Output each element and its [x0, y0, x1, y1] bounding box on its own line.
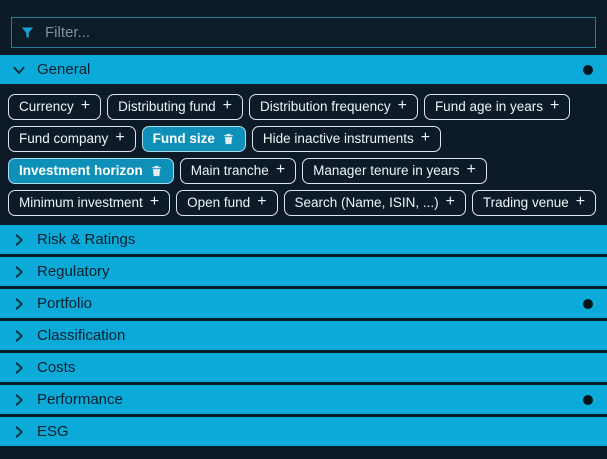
chip-label: Fund company — [19, 131, 109, 147]
filter-chip[interactable]: Open fund + — [176, 190, 278, 216]
add-icon: + — [80, 97, 91, 114]
chevron-icon — [15, 361, 23, 374]
filter-chip[interactable]: Fund size + — [141, 126, 246, 152]
chip-label: Hide inactive instruments — [262, 131, 414, 147]
filter-input-wrapper — [11, 17, 596, 48]
chip-label: Manager tenure in years — [313, 163, 460, 179]
section-label: Costs — [37, 359, 76, 376]
active-filters-dot — [583, 394, 593, 405]
section-label: Classification — [37, 327, 126, 344]
section: Portfolio — [0, 289, 607, 318]
add-icon: + — [420, 129, 431, 146]
add-icon: + — [275, 161, 286, 178]
chip-label: Distribution frequency — [260, 99, 391, 115]
chip-label: Investment horizon — [19, 163, 143, 179]
section: General Currency + Distributing fund + D… — [0, 55, 607, 225]
section: Risk & Ratings — [0, 225, 607, 254]
section: Costs — [0, 353, 607, 382]
section: ESG — [0, 417, 607, 446]
section-header-classification[interactable]: Classification — [0, 321, 607, 350]
chevron-icon — [15, 297, 23, 310]
filter-chip[interactable]: Distribution frequency + — [249, 94, 418, 120]
section-label: ESG — [37, 423, 69, 440]
add-icon: + — [445, 193, 455, 210]
chevron-icon — [15, 393, 23, 406]
add-icon: + — [575, 193, 586, 210]
section: Performance — [0, 385, 607, 414]
chip-label: Minimum investment — [19, 195, 143, 211]
section-header-regulatory[interactable]: Regulatory — [0, 257, 607, 286]
section-header-general[interactable]: General — [0, 55, 607, 84]
section-header-portfolio[interactable]: Portfolio — [0, 289, 607, 318]
chip-label: Fund age in years — [434, 99, 544, 115]
filter-funnel-icon — [21, 27, 34, 39]
chevron-icon — [15, 329, 23, 342]
section-header-costs[interactable]: Costs — [0, 353, 607, 382]
chip-label: Search (Name, ISIN, ...) — [294, 195, 439, 211]
section-label: Risk & Ratings — [37, 231, 136, 248]
chip-label: Distributing fund — [118, 99, 216, 115]
add-icon: + — [466, 161, 476, 178]
sections-list: General Currency + Distributing fund + D… — [0, 55, 607, 446]
chevron-icon — [13, 66, 25, 74]
filter-chip[interactable]: Fund age in years + — [423, 94, 571, 120]
trash-icon — [223, 133, 234, 145]
chip-label: Currency — [19, 99, 74, 115]
chip-label: Main tranche — [190, 163, 269, 179]
section-label: Regulatory — [37, 263, 110, 280]
filter-chip[interactable]: Trading venue + — [471, 190, 597, 216]
filter-chip[interactable]: Fund company + — [8, 126, 136, 152]
filter-chip[interactable]: Currency + — [8, 94, 102, 120]
section-label: General — [37, 61, 91, 78]
section-header-risk-ratings[interactable]: Risk & Ratings — [0, 225, 607, 254]
filter-chip[interactable]: Distributing fund + — [107, 94, 244, 120]
chip-label: Fund size — [152, 131, 215, 147]
chip-label: Trading venue — [482, 195, 569, 211]
chevron-icon — [15, 425, 23, 438]
active-filters-dot — [583, 64, 593, 75]
chevron-icon — [15, 233, 23, 246]
trash-icon — [151, 165, 161, 177]
section: Classification — [0, 321, 607, 350]
section-label: Performance — [37, 391, 123, 408]
filter-chip[interactable]: Minimum investment + — [8, 190, 171, 216]
section-label: Portfolio — [37, 295, 93, 312]
filter-chip[interactable]: Hide inactive instruments + — [251, 126, 442, 152]
section-header-esg[interactable]: ESG — [0, 417, 607, 446]
filter-chip[interactable]: Search (Name, ISIN, ...) + — [283, 190, 466, 216]
filter-chip[interactable]: Investment horizon + — [8, 158, 174, 184]
chip-label: Open fund — [187, 195, 251, 211]
filter-chip[interactable]: Manager tenure in years + — [302, 158, 487, 184]
add-icon: + — [149, 193, 160, 210]
active-filters-dot — [583, 298, 593, 309]
add-icon: + — [257, 193, 267, 210]
add-icon: + — [550, 97, 560, 114]
chips-container: Currency + Distributing fund + Distribut… — [0, 87, 607, 225]
add-icon: + — [115, 129, 125, 146]
chevron-icon — [15, 265, 23, 278]
section: Regulatory — [0, 257, 607, 286]
section-header-performance[interactable]: Performance — [0, 385, 607, 414]
filter-input[interactable] — [43, 23, 587, 42]
add-icon: + — [222, 97, 233, 114]
filter-chip[interactable]: Main tranche + — [179, 158, 297, 184]
add-icon: + — [397, 97, 407, 114]
filter-panel: General Currency + Distributing fund + D… — [0, 17, 607, 446]
